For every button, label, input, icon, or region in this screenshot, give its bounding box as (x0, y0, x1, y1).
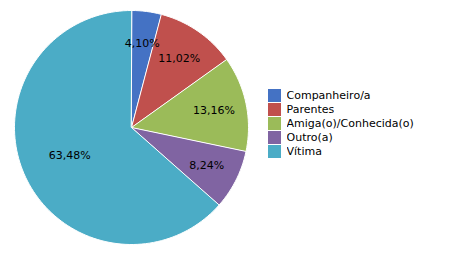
html-text:Outro(a): Outro(a) (286, 131, 333, 145)
html-text:Vítima: Vítima (286, 145, 322, 159)
svg-text:8,24%: 8,24% (189, 159, 224, 172)
svg-text:13,16%: 13,16% (193, 104, 235, 117)
svg-text:4,10%: 4,10% (125, 37, 160, 50)
html-text:Companheiro/a: Companheiro/a (286, 89, 371, 103)
svg-text:11,02%: 11,02% (158, 52, 200, 65)
html-text:Parentes: Parentes (286, 103, 335, 117)
svg-text:63,48%: 63,48% (49, 149, 91, 162)
html-text:Amiga(o)/Conhecida(o): Amiga(o)/Conhecida(o) (286, 117, 414, 131)
